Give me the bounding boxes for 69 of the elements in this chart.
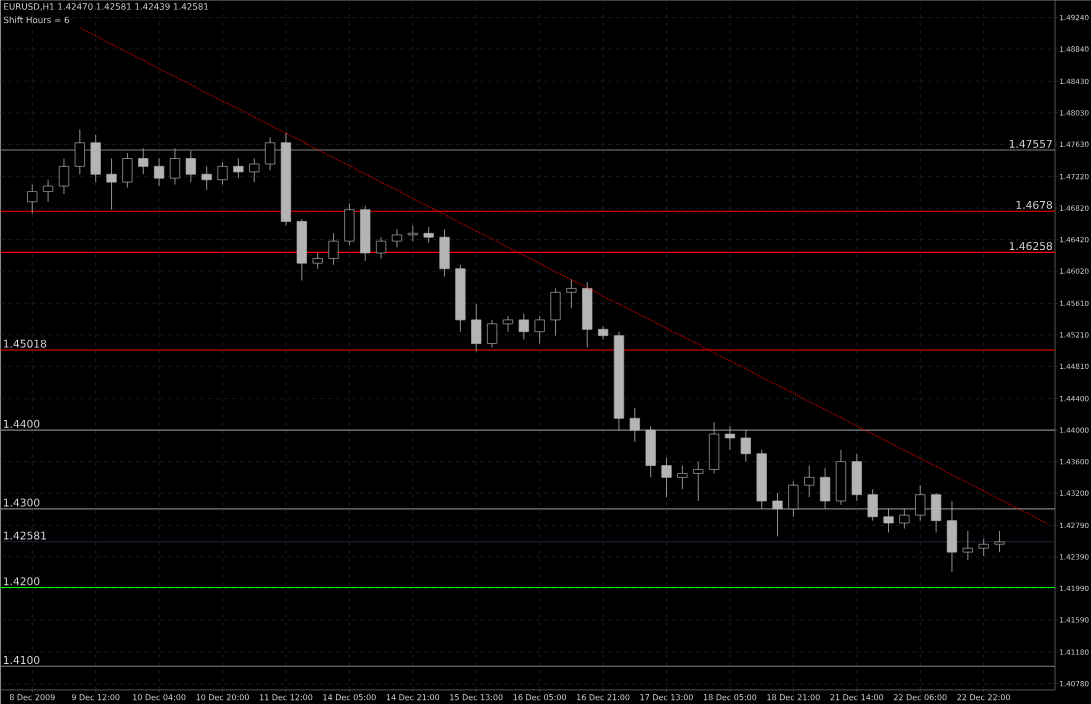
ref-line-label: 1.45018 xyxy=(3,339,47,348)
candlestick xyxy=(58,158,70,195)
candlestick xyxy=(899,508,910,529)
candlestick xyxy=(629,407,640,443)
candlestick xyxy=(502,315,514,333)
ref-line-label: 1.4100 xyxy=(3,656,40,665)
candlestick xyxy=(566,278,577,309)
candlestick xyxy=(788,480,799,518)
x-tick-label: 16 Dec 05:00 xyxy=(513,694,567,701)
x-tick-label: 9 Dec 12:00 xyxy=(71,694,120,701)
x-tick-label: 18 Dec 21:00 xyxy=(767,694,820,701)
ref-line-label: 1.47557 xyxy=(1009,139,1052,148)
candlestick xyxy=(407,225,418,242)
candlestick xyxy=(883,508,894,533)
x-tick-label: 22 Dec 06:00 xyxy=(893,694,947,701)
candlestick xyxy=(233,158,244,179)
ref-line-label: 1.4400 xyxy=(3,419,40,428)
candlestick xyxy=(185,150,196,183)
x-tick-label: 15 Dec 13:00 xyxy=(450,694,503,701)
candlestick xyxy=(376,236,387,259)
x-tick-label: 16 Dec 21:00 xyxy=(577,694,630,701)
candlestick xyxy=(772,492,783,537)
candlestick xyxy=(915,484,926,522)
candlestick xyxy=(217,162,228,185)
ref-line-label: 1.4200 xyxy=(3,577,40,586)
candlestick xyxy=(962,530,973,561)
x-tick-label: 21 Dec 14:00 xyxy=(830,694,884,701)
chart-title: EURUSD,H1 1.42470 1.42581 1.42439 1.42581 xyxy=(4,3,209,11)
x-tick-label: 11 Dec 12:00 xyxy=(259,694,313,701)
ref-line-label: 1.42581 xyxy=(3,531,46,540)
candlestick xyxy=(201,166,212,191)
candlestick xyxy=(820,467,831,510)
candlestick xyxy=(994,530,1005,553)
candlestick xyxy=(487,319,498,348)
candlestick xyxy=(106,158,117,211)
candlestick xyxy=(122,152,133,189)
candlestick xyxy=(677,465,688,490)
candlestick xyxy=(154,158,165,187)
x-tick-label: 14 Dec 21:00 xyxy=(386,694,440,701)
candlestick xyxy=(391,228,403,248)
candlestick xyxy=(724,425,736,451)
x-tick-label: 14 Dec 05:00 xyxy=(323,694,376,701)
candlestick xyxy=(74,129,85,175)
candlestick xyxy=(169,147,181,185)
candlestick xyxy=(43,179,54,203)
x-tick-label: 10 Dec 04:00 xyxy=(133,694,186,701)
candlestick xyxy=(27,184,38,215)
x-tick-label: 10 Dec 20:00 xyxy=(196,694,249,701)
ref-line-label: 1.4678 xyxy=(1016,200,1053,210)
candlestick xyxy=(661,457,672,498)
x-tick-label: 8 Dec 2009 xyxy=(9,694,55,701)
candlestick xyxy=(328,232,339,266)
candlestick xyxy=(518,313,529,341)
candlestick xyxy=(534,315,545,344)
candlestick xyxy=(138,147,149,175)
candlestick xyxy=(867,488,878,522)
candlestick xyxy=(693,461,704,502)
ref-line-label: 1.46258 xyxy=(1009,242,1053,251)
text: Shift Hours = 6 xyxy=(4,16,70,24)
candlestick xyxy=(265,136,276,171)
candlestick xyxy=(471,303,482,352)
x-tick-label: 18 Dec 05:00 xyxy=(703,694,757,701)
x-tick-label: 22 Dec 22:00 xyxy=(957,694,1011,701)
candlestick xyxy=(249,158,260,183)
x-tick-label: 17 Dec 13:00 xyxy=(640,694,693,701)
candlestick xyxy=(740,429,751,463)
candlestick xyxy=(598,325,609,341)
candlestick xyxy=(804,465,815,498)
ref-line-label: 1.4300 xyxy=(3,498,40,507)
